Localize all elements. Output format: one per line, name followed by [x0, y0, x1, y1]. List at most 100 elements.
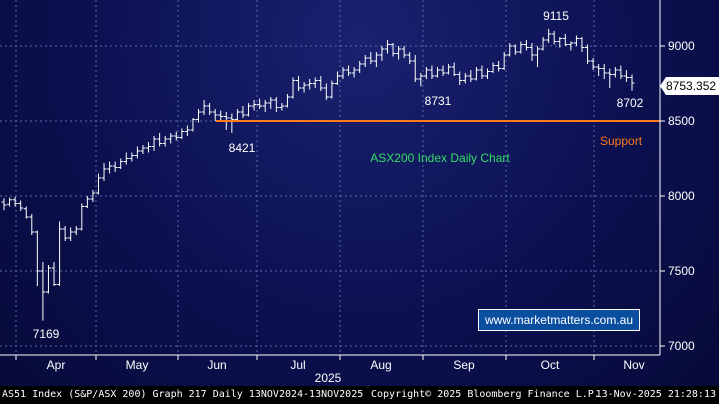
ohlc-bar	[551, 31, 557, 45]
ohlc-bar	[95, 173, 101, 195]
ohlc-bar	[23, 206, 29, 219]
ohlc-bar	[457, 71, 463, 85]
footer: AS51 Index (S&P/ASX 200) Graph 217 Daily…	[0, 386, 719, 404]
ohlc-bar	[7, 197, 13, 207]
ohlc-bar	[612, 67, 618, 78]
chart-title: ASX200 Index Daily Chart	[370, 151, 510, 165]
x-tick-label: Oct	[541, 358, 560, 372]
ohlc-bar	[246, 103, 252, 117]
ohlc-bar	[51, 262, 57, 286]
ohlc-bar	[90, 190, 96, 202]
ohlc-bar	[373, 52, 379, 67]
ohlc-bar	[57, 221, 63, 286]
ohlc-bar	[446, 64, 452, 75]
ohlc-bar	[290, 77, 296, 99]
ohlc-series	[1, 28, 635, 321]
ohlc-bar	[462, 73, 468, 84]
ohlc-bar	[84, 196, 90, 208]
ohlc-bar	[79, 203, 85, 231]
ohlc-bar	[440, 65, 446, 76]
ohlc-bar	[323, 83, 329, 100]
ohlc-bar	[251, 100, 257, 111]
ohlc-bar	[401, 46, 407, 58]
x-tick-label: Apr	[47, 358, 66, 372]
ohlc-bar	[523, 40, 529, 51]
ohlc-bar	[307, 79, 313, 90]
last-price-tag: 8753.352	[660, 77, 719, 95]
ohlc-bar	[40, 262, 46, 321]
ohlc-bar	[179, 128, 185, 139]
ohlc-bar	[479, 65, 485, 79]
ohlc-bar	[68, 227, 74, 241]
ohlc-bar	[368, 52, 374, 64]
ohlc-bar	[601, 64, 607, 79]
ohlc-bar	[529, 43, 535, 61]
y-tick-label: 7500	[668, 264, 695, 278]
ohlc-bar	[162, 136, 168, 147]
ohlc-bar	[201, 100, 207, 115]
ohlc-bar	[18, 200, 24, 211]
ohlc-bar	[396, 46, 402, 60]
footer-timestamp: 13-Nov-2025 21:28:13	[595, 389, 716, 400]
ohlc-bar	[407, 52, 413, 64]
last-price-label: 8753.352	[666, 79, 716, 93]
ohlc-bar	[73, 226, 79, 235]
support-label: Support	[600, 134, 643, 148]
ohlc-bar	[218, 110, 224, 121]
ohlc-bar	[568, 41, 574, 51]
ohlc-bar	[123, 152, 129, 165]
x-tick-label: Aug	[370, 358, 391, 372]
ohlc-bar	[134, 146, 140, 159]
ohlc-bar	[118, 158, 124, 169]
x-tick-label: Jun	[207, 358, 226, 372]
ohlc-bar	[346, 65, 352, 76]
ohlc-bar	[390, 43, 396, 57]
ohlc-bar	[273, 97, 279, 112]
ohlc-bar	[240, 106, 246, 118]
ohlc-bar	[257, 98, 263, 109]
x-tick-label: Nov	[623, 358, 644, 372]
ohlc-bar	[229, 113, 235, 133]
ohlc-bar	[585, 44, 591, 64]
ohlc-bar	[573, 35, 579, 46]
footer-copyright: Copyright© 2025 Bloomberg Finance L.P.	[371, 389, 600, 400]
ohlc-bar	[301, 82, 307, 93]
ohlc-bar	[607, 68, 613, 88]
ohlc-bar	[279, 103, 285, 111]
ohlc-bar	[384, 40, 390, 54]
ohlc-bar	[62, 226, 68, 241]
ohlc-bar	[618, 65, 624, 79]
annotation-label: 8702	[617, 96, 644, 110]
ohlc-bar	[379, 46, 385, 61]
ohlc-bar	[418, 73, 424, 87]
watermark[interactable]: www.marketmatters.com.au	[478, 309, 640, 331]
ohlc-bar	[501, 52, 507, 70]
ohlc-bar	[412, 55, 418, 82]
ohlc-bar	[546, 28, 552, 43]
ohlc-bar	[535, 46, 541, 67]
ohlc-bar	[45, 265, 51, 294]
ohlc-bar	[234, 109, 240, 121]
grid	[0, 0, 660, 355]
ohlc-bar	[190, 118, 196, 132]
ohlc-bar	[596, 64, 602, 76]
ohlc-bar	[579, 37, 585, 52]
year-label: 2025	[315, 371, 342, 385]
ohlc-bar	[334, 71, 340, 85]
ohlc-bar	[362, 55, 368, 67]
ohlc-bar	[329, 80, 335, 99]
annotation-label: 8731	[425, 94, 452, 108]
ohlc-bar	[107, 161, 113, 174]
ohlc-bar	[212, 109, 218, 121]
ohlc-bar	[284, 94, 290, 108]
ohlc-bar	[157, 133, 163, 147]
ohlc-bar	[129, 152, 135, 162]
ohlc-bar	[623, 70, 629, 82]
ohlc-bar	[262, 100, 268, 112]
annotation-label: 8421	[229, 141, 256, 155]
annotation-label: 7169	[33, 327, 60, 341]
ohlc-bar	[145, 142, 151, 153]
ohlc-bar	[351, 67, 357, 78]
ohlc-bar	[468, 70, 474, 82]
